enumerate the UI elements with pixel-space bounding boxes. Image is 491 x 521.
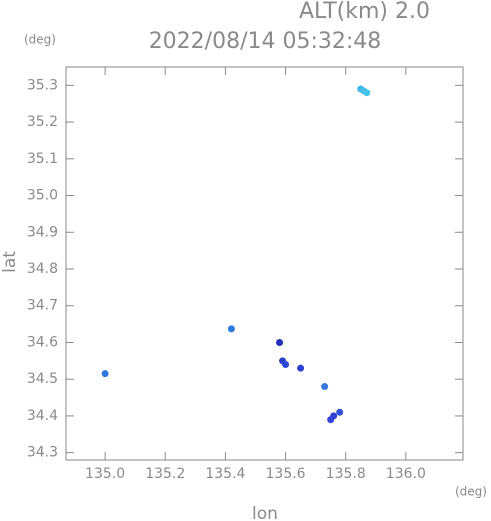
y-tick-label: 35.3 (27, 77, 58, 93)
x-tick-label: 135.6 (266, 466, 306, 482)
y-tick-label: 34.4 (27, 408, 58, 424)
y-tick-label: 34.7 (27, 298, 58, 314)
y-tick-label: 34.8 (27, 261, 58, 277)
plot-frame (65, 66, 464, 461)
x-tick-label: 135.8 (326, 466, 366, 482)
y-tick-label: 34.3 (27, 445, 58, 461)
y-tick-label: 34.6 (27, 334, 58, 350)
y-tick-label: 34.5 (27, 371, 58, 387)
y-tick-label: 35.1 (27, 151, 58, 167)
altitude-label: ALT(km) 2.0 (299, 0, 430, 24)
x-unit: (deg) (455, 485, 487, 499)
x-axis-label: lon (252, 504, 278, 521)
echo-point (360, 87, 368, 95)
echo-point (276, 338, 284, 346)
x-tick-label: 135.0 (85, 466, 125, 482)
echo-point (227, 325, 235, 333)
echo-point (327, 416, 335, 424)
echo-point (101, 370, 109, 378)
y-tick-label: 35.2 (27, 114, 58, 130)
echo-point (297, 364, 305, 372)
y-tick-label: 35.0 (27, 188, 58, 204)
echo-point (321, 383, 329, 391)
x-tick-label: 135.4 (205, 466, 245, 482)
y-axis-label: lat (0, 251, 20, 273)
echo-point (282, 361, 290, 369)
x-tick-label: 135.2 (145, 466, 185, 482)
y-unit: (deg) (24, 33, 56, 47)
chart-title: 2022/08/14 05:32:48 (149, 29, 382, 54)
y-tick-label: 34.9 (27, 224, 58, 240)
echo-point (336, 408, 344, 416)
x-tick-label: 136.0 (386, 466, 426, 482)
